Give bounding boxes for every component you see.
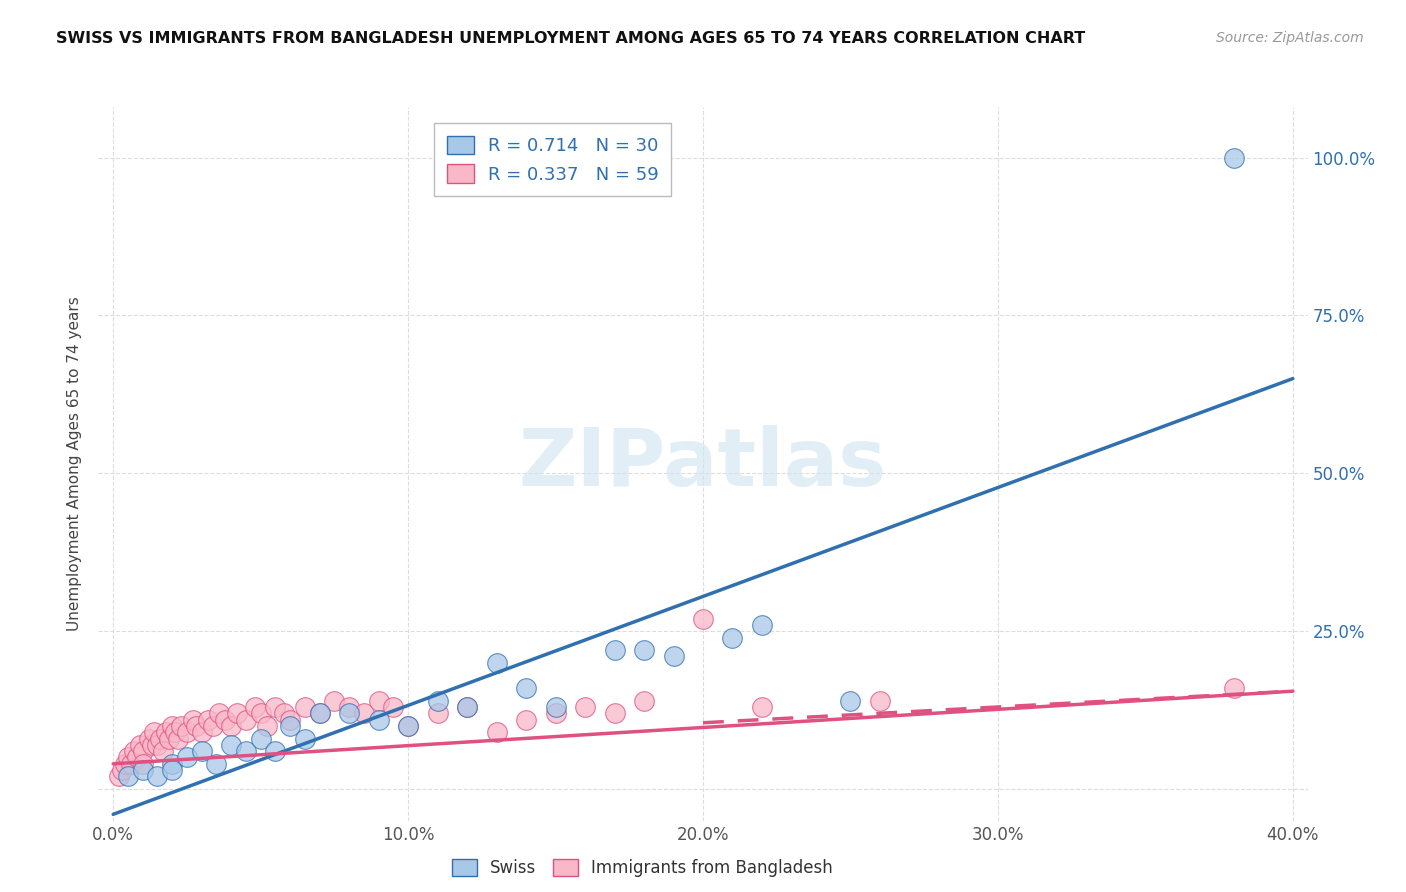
Point [214,713,236,727]
Point [426,706,449,721]
Point [264,744,287,758]
Point [382,700,405,714]
Point [273,706,295,721]
Point [226,706,249,721]
Y-axis label: Unemployment Among Ages 65 to 74 years: Unemployment Among Ages 65 to 74 years [67,296,83,632]
Point [190,725,212,739]
Point [323,693,346,707]
Point [308,706,330,721]
Point [122,744,145,758]
Point [125,750,148,764]
Point [839,693,862,707]
Point [367,693,389,707]
Point [141,738,163,752]
Point [165,725,187,739]
Point [120,756,142,771]
Point [167,731,190,746]
Point [603,706,626,721]
Point [294,731,316,746]
Point [869,693,891,707]
Point [337,700,360,714]
Point [249,706,271,721]
Point [278,719,301,733]
Legend: Swiss, Immigrants from Bangladesh: Swiss, Immigrants from Bangladesh [446,852,839,884]
Text: SWISS VS IMMIGRANTS FROM BANGLADESH UNEMPLOYMENT AMONG AGES 65 TO 74 YEARS CORRE: SWISS VS IMMIGRANTS FROM BANGLADESH UNEM… [56,31,1085,46]
Point [128,738,150,752]
Point [751,700,773,714]
Point [485,656,508,670]
Point [117,769,139,783]
Point [294,700,316,714]
Point [176,725,198,739]
Point [633,643,655,657]
Point [367,713,389,727]
Point [149,731,172,746]
Point [544,700,567,714]
Point [574,700,596,714]
Point [353,706,375,721]
Point [208,706,231,721]
Point [308,706,330,721]
Point [131,763,153,777]
Point [1223,151,1246,165]
Point [108,769,131,783]
Point [117,750,139,764]
Point [143,725,166,739]
Point [152,744,174,758]
Point [202,719,225,733]
Point [131,744,153,758]
Point [146,738,169,752]
Point [176,750,198,764]
Point [1223,681,1246,695]
Point [146,769,169,783]
Point [278,713,301,727]
Point [337,706,360,721]
Point [160,763,183,777]
Point [170,719,193,733]
Point [197,713,219,727]
Point [160,719,183,733]
Point [396,719,419,733]
Point [456,700,478,714]
Point [184,719,207,733]
Point [249,731,271,746]
Point [721,631,744,645]
Point [157,731,180,746]
Point [256,719,278,733]
Point [219,738,242,752]
Point [181,713,204,727]
Point [396,719,419,733]
Point [190,744,212,758]
Point [692,611,714,625]
Point [111,763,134,777]
Point [544,706,567,721]
Text: ZIPatlas: ZIPatlas [519,425,887,503]
Point [131,756,153,771]
Point [485,725,508,739]
Point [633,693,655,707]
Point [243,700,266,714]
Point [515,713,537,727]
Point [114,756,136,771]
Point [515,681,537,695]
Point [456,700,478,714]
Point [603,643,626,657]
Point [751,618,773,632]
Text: Source: ZipAtlas.com: Source: ZipAtlas.com [1216,31,1364,45]
Point [160,756,183,771]
Point [426,693,449,707]
Point [205,756,228,771]
Point [155,725,177,739]
Point [235,713,257,727]
Point [138,731,160,746]
Point [235,744,257,758]
Point [662,649,685,664]
Point [219,719,242,733]
Point [264,700,287,714]
